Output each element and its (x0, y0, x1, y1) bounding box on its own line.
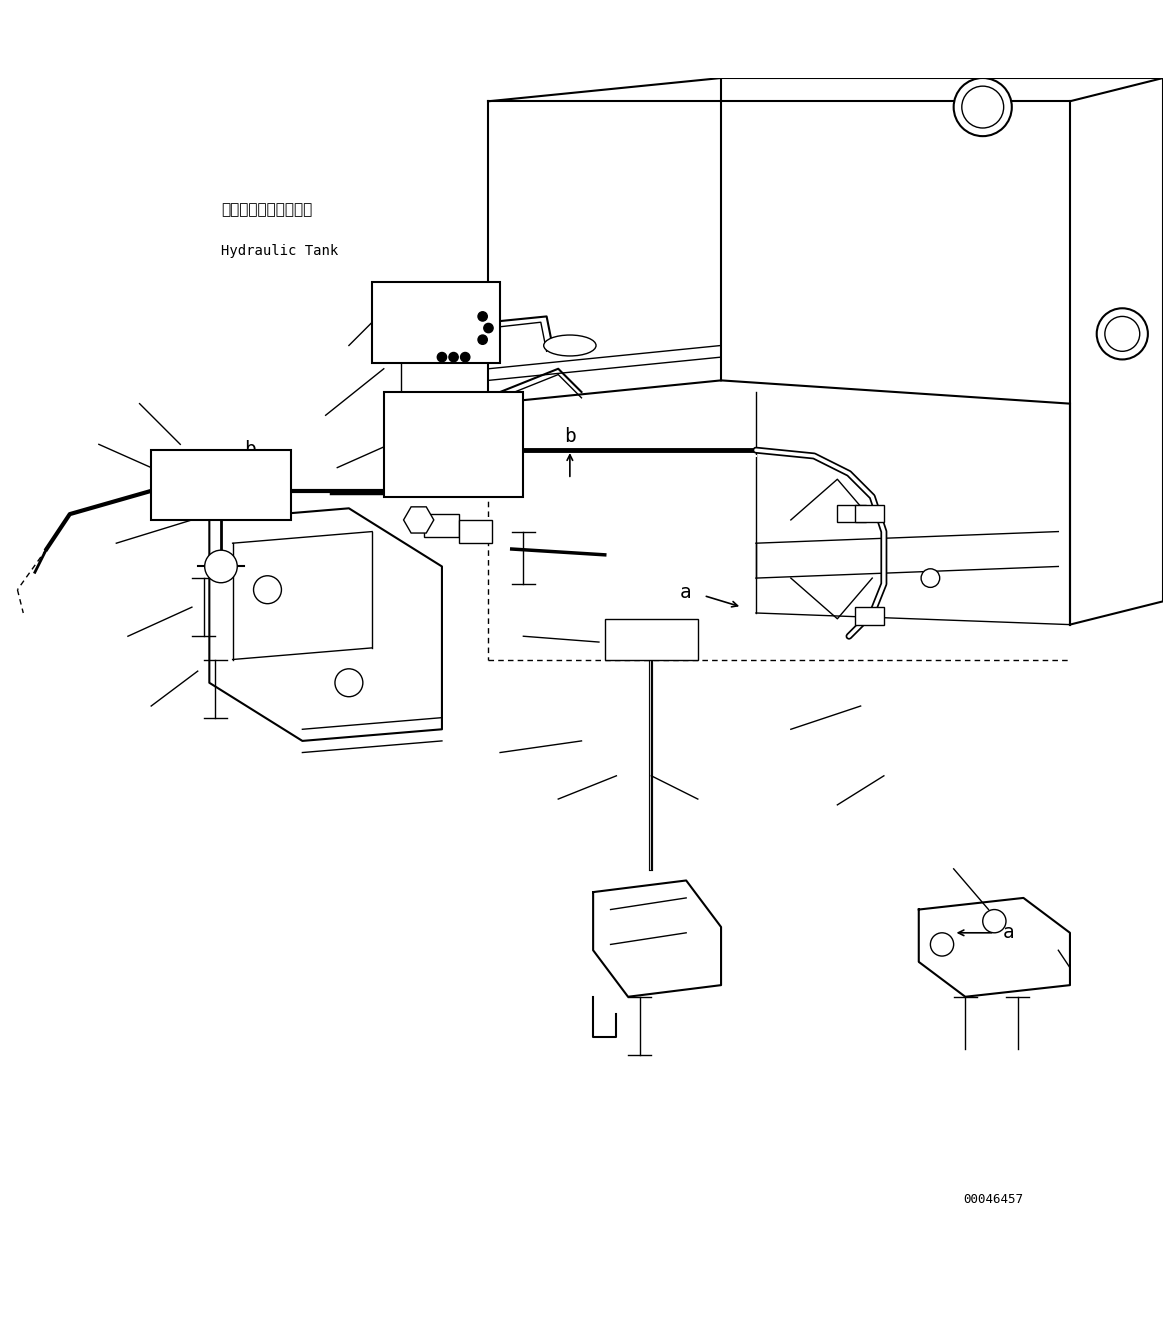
Bar (459, 520, 492, 543)
Circle shape (478, 335, 487, 344)
Circle shape (921, 568, 940, 587)
Circle shape (484, 323, 493, 332)
Bar (424, 514, 459, 537)
Circle shape (437, 352, 447, 361)
Text: b: b (564, 426, 576, 446)
Ellipse shape (378, 334, 424, 357)
Bar (372, 281, 500, 363)
Ellipse shape (386, 402, 416, 417)
Circle shape (1105, 317, 1140, 351)
Circle shape (335, 669, 363, 696)
Text: ハイドロリックタンク: ハイドロリックタンク (221, 203, 312, 218)
Text: a: a (680, 583, 692, 601)
Text: 00046457: 00046457 (963, 1194, 1023, 1206)
Circle shape (1097, 309, 1148, 360)
Text: Hydraulic Tank: Hydraulic Tank (221, 244, 338, 259)
Text: a: a (1003, 923, 1014, 942)
Circle shape (954, 78, 1012, 136)
Bar (837, 505, 866, 522)
Circle shape (461, 352, 470, 361)
Text: b: b (244, 441, 256, 459)
Bar (855, 505, 884, 522)
Circle shape (205, 550, 237, 583)
Polygon shape (404, 506, 434, 533)
Circle shape (478, 311, 487, 321)
Circle shape (254, 576, 281, 604)
Circle shape (962, 86, 1004, 128)
Ellipse shape (543, 335, 597, 356)
Bar (855, 607, 884, 625)
Circle shape (983, 910, 1006, 933)
Circle shape (930, 933, 954, 956)
Bar (384, 392, 523, 497)
Bar (151, 450, 291, 520)
Circle shape (449, 352, 458, 361)
Bar (605, 619, 698, 660)
